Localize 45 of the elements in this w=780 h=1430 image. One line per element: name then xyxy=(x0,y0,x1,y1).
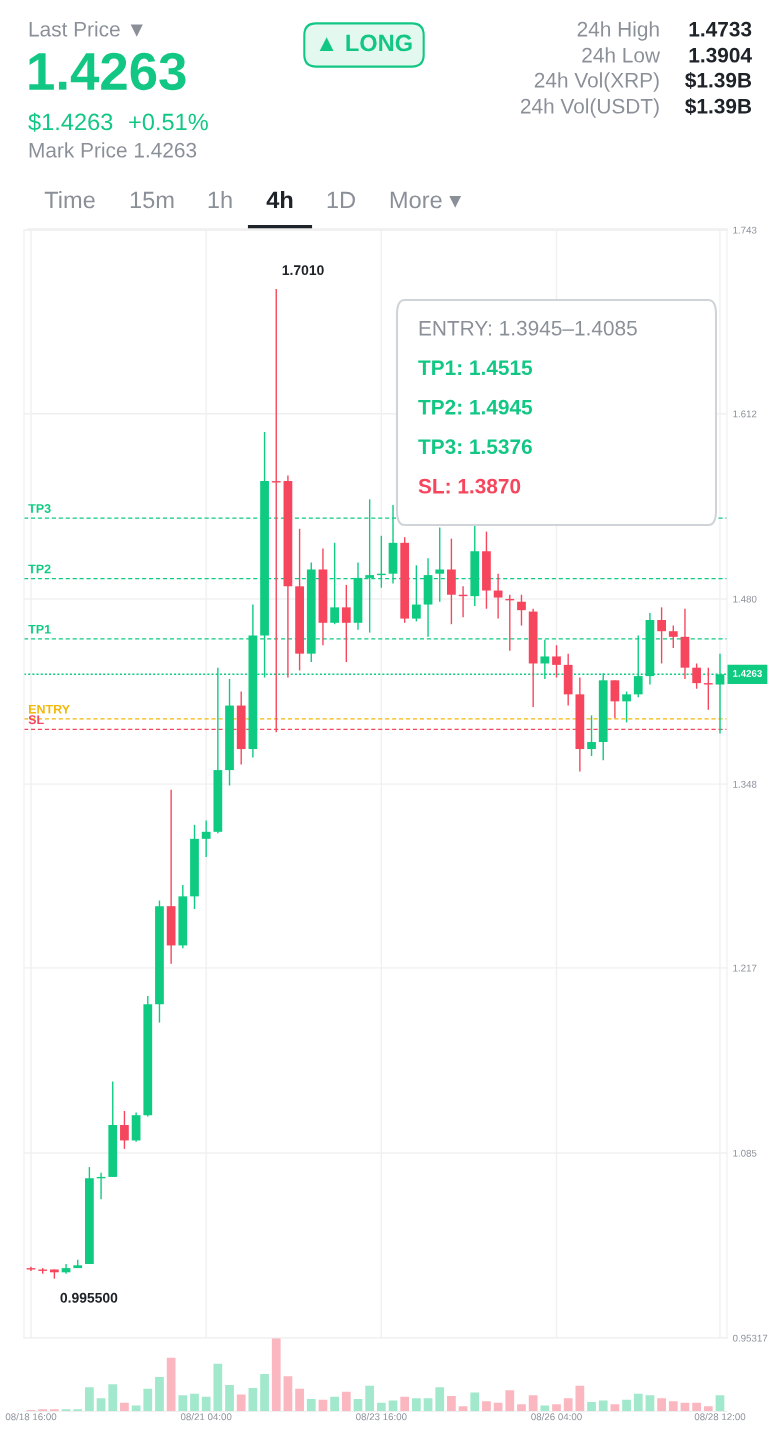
annotation: 0.995500 xyxy=(60,1292,118,1303)
ref-line-label: ENTRY xyxy=(29,704,70,714)
text: More ▾ xyxy=(390,191,462,209)
text: Mark Price 1.4263 xyxy=(29,142,197,158)
annotation: TP1: 1.4515 xyxy=(418,360,533,376)
annotation: ENTRY: 1.3945–1.4085 xyxy=(419,320,637,336)
y-tick-label: 1.217 xyxy=(733,964,757,972)
text: 1.4263 xyxy=(29,52,186,91)
annotation: TP3: 1.5376 xyxy=(418,439,532,455)
ref-line-label: TP2 xyxy=(28,564,51,574)
text: Time xyxy=(44,191,95,209)
ref-line-label: 1.4263 xyxy=(733,670,762,677)
text: 1D xyxy=(327,191,355,209)
annotation: SL: 1.3870 xyxy=(418,478,521,494)
y-tick-label: 1.612 xyxy=(733,410,757,418)
y-tick-label: 1.085 xyxy=(733,1149,757,1157)
text: $1.39B xyxy=(685,71,752,89)
text: 1.3904 xyxy=(689,47,752,63)
text: 4h xyxy=(266,191,293,209)
ref-line-label: TP3 xyxy=(28,504,51,513)
text: $1.4263 xyxy=(28,112,113,132)
x-tick-label: 08/28 12:00 xyxy=(694,1413,746,1421)
text: 1h xyxy=(208,191,232,209)
x-tick-label: 08/21 04:00 xyxy=(180,1413,232,1421)
text: 24h Vol(XRP) xyxy=(534,72,659,92)
y-tick-label: 0.95317 xyxy=(732,1334,768,1342)
y-tick-label: 1.480 xyxy=(733,595,757,603)
text: 24h Low xyxy=(582,47,661,63)
y-tick-label: 1.743 xyxy=(733,226,757,234)
text: +0.51% xyxy=(129,113,208,131)
ref-line-label: SL xyxy=(28,715,44,725)
x-tick-label: 08/18 16:00 xyxy=(5,1413,57,1421)
text: Last Price ▼ xyxy=(29,21,143,37)
x-tick-label: 08/26 04:00 xyxy=(531,1413,582,1421)
y-tick-label: 1.348 xyxy=(733,780,757,788)
text: 15m xyxy=(130,191,174,209)
text: 1.4733 xyxy=(689,21,752,37)
text: 24h Vol(USDT) xyxy=(520,98,659,118)
x-tick-label: 08/23 16:00 xyxy=(356,1413,407,1421)
annotation: TP2: 1.4945 xyxy=(418,399,533,415)
text: 24h High xyxy=(577,21,659,41)
text: ▲ LONG xyxy=(319,34,412,52)
annotation: 1.7010 xyxy=(282,265,324,276)
text: $1.39B xyxy=(685,97,752,115)
ref-line-label: TP1 xyxy=(28,624,51,634)
